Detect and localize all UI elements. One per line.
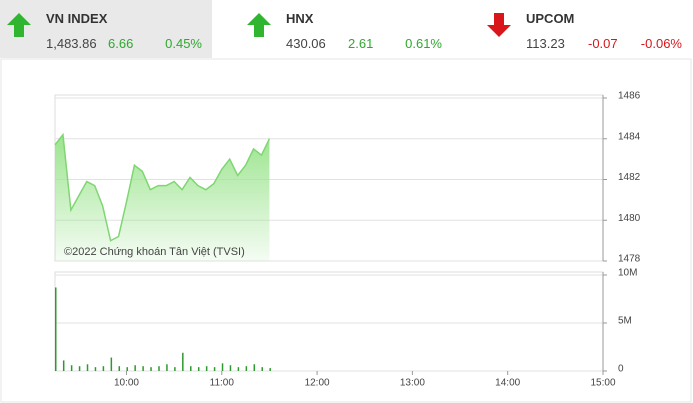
volume-bar	[110, 357, 113, 371]
volume-bar	[150, 367, 152, 371]
panel-border	[0, 58, 692, 403]
arrow	[247, 13, 271, 37]
volume-bar	[86, 364, 89, 371]
arrow	[7, 13, 31, 37]
y-tick-label: 1478	[618, 254, 641, 265]
arrow	[487, 13, 511, 37]
chart: 1478 1480 1482 1484 1486 ©2022 Chứng khoán Tâ…	[0, 58, 692, 403]
volume-bar	[253, 364, 256, 371]
index-tile[interactable]: UPCOM 113.23 -0.07 -0.06%	[480, 0, 692, 58]
y-tick-label: 10M	[618, 268, 637, 279]
volume-bar	[221, 363, 224, 371]
index-percent: -0.06%	[640, 36, 682, 51]
volume-bar	[118, 366, 121, 371]
x-tick-label: 11:00	[210, 378, 235, 389]
index-change: 2.61	[348, 36, 374, 51]
volume-bar	[55, 287, 57, 371]
index-name: HNX	[286, 11, 314, 26]
y-tick-label: 1480	[618, 213, 641, 224]
trend-arrow	[7, 13, 31, 37]
index-percent: 0.45%	[165, 36, 202, 51]
x-tick-label: 12:00	[305, 378, 330, 389]
y-tick-label: 5M	[618, 316, 632, 327]
volume-bar	[245, 366, 248, 371]
x-tick-label: 15:00	[590, 378, 615, 389]
volume-bar	[182, 352, 184, 371]
volume-bar	[174, 367, 176, 371]
volume-bar	[94, 367, 97, 371]
x-tick-label: 10:00	[114, 378, 139, 389]
index-tile[interactable]: VN INDEX 1,483.86 6.66 0.45%	[0, 0, 212, 58]
price-line	[54, 132, 271, 242]
x-tick-label: 13:00	[400, 378, 425, 389]
y-tick-label: 1484	[618, 131, 641, 142]
index-value: 430.06	[286, 36, 326, 51]
index-change: 6.66	[108, 36, 134, 51]
volume-bar	[197, 367, 200, 371]
volume-bar	[166, 364, 168, 371]
area-fill	[55, 134, 270, 261]
trend-arrow	[487, 13, 511, 37]
volume-bar	[142, 366, 144, 371]
volume-bar	[78, 366, 81, 371]
y-tick-label: 1486	[618, 91, 641, 102]
volume-bar	[213, 367, 216, 371]
volume-bar	[158, 366, 160, 371]
trend-arrow	[247, 13, 271, 37]
volume-bar	[269, 368, 271, 371]
volume-bar	[134, 365, 136, 371]
index-value: 113.23	[526, 36, 565, 51]
index-name: VN INDEX	[46, 11, 108, 26]
index-value: 1,483.86	[46, 36, 97, 51]
volume-bar	[70, 365, 73, 371]
index-percent: 0.61%	[405, 36, 442, 51]
volume-bar	[126, 367, 128, 371]
y-tick-label: 1482	[618, 172, 641, 183]
volume-bar	[261, 367, 263, 371]
volume-bar	[190, 366, 192, 371]
plot-frame	[54, 271, 604, 372]
index-change: -0.07	[588, 36, 618, 51]
annotation: ©2022 Chứng khoán Tân Việt (TVSI)	[64, 246, 245, 258]
volume-bar	[229, 365, 232, 371]
volume-bar	[62, 360, 65, 371]
x-tick-label: 14:00	[495, 378, 520, 389]
volume-bar	[102, 366, 105, 371]
y-tick-label: 0	[618, 364, 624, 375]
volume-bar	[237, 367, 240, 371]
index-name: UPCOM	[526, 11, 575, 26]
volume-bar	[205, 366, 208, 371]
index-tile[interactable]: HNX 430.06 2.61 0.61%	[240, 0, 452, 58]
